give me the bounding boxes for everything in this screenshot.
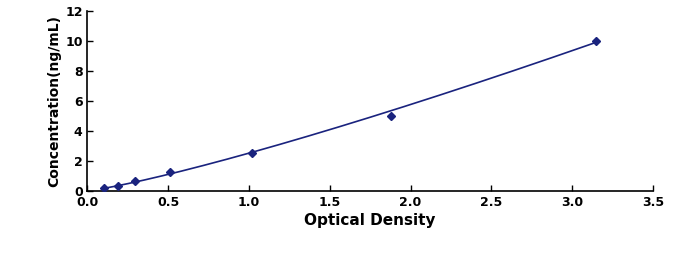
Y-axis label: Concentration(ng/mL): Concentration(ng/mL) xyxy=(47,15,61,187)
X-axis label: Optical Density: Optical Density xyxy=(304,213,436,228)
